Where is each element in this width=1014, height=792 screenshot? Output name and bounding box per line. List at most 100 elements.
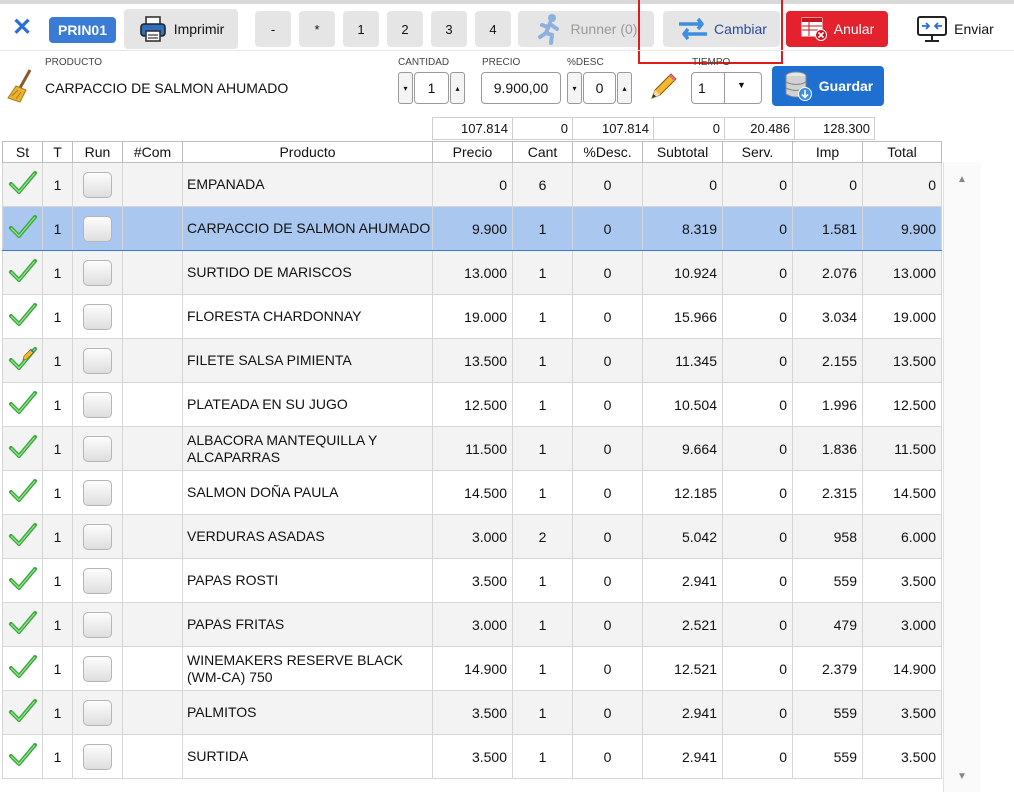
top-divider [0, 0, 1014, 4]
row-status [2, 338, 43, 383]
col-cant[interactable]: Cant [512, 141, 573, 163]
row-run [72, 382, 123, 427]
num-2-button[interactable]: 2 [387, 11, 423, 47]
table-row[interactable]: 1 FLORESTA CHARDONNAY 19.000 1 0 15.966 0 3.034… [2, 294, 942, 339]
row-status [2, 734, 43, 779]
num-4-button[interactable]: 4 [475, 11, 511, 47]
col-subtotal[interactable]: Subtotal [642, 141, 723, 163]
anular-button[interactable]: Anular [786, 11, 888, 47]
row-desc: 0 [572, 162, 643, 207]
col-com[interactable]: #Com [122, 141, 183, 163]
table-row[interactable]: 1 WINEMAKERS RESERVE BLACK (WM-CA) 750 14.… [2, 646, 942, 691]
run-checkbox[interactable] [83, 655, 112, 682]
row-total: 13.500 [862, 338, 942, 383]
col-precio[interactable]: Precio [432, 141, 513, 163]
cantidad-decrement-button[interactable]: ▾ [398, 72, 413, 104]
table-row[interactable]: 1 FILETE SALSA PIMIENTA 13.500 1 0 11.345 0 2.1… [2, 338, 942, 383]
table-row[interactable]: 1 VERDURAS ASADAS 3.000 2 0 5.042 0 958 6.000 [2, 514, 942, 559]
table-row[interactable]: 1 PAPAS FRITAS 3.000 1 0 2.521 0 479 3.000 [2, 602, 942, 647]
num-3-button[interactable]: 3 [431, 11, 467, 47]
col-t[interactable]: T [42, 141, 73, 163]
run-checkbox[interactable] [83, 391, 112, 418]
row-serv: 0 [722, 602, 793, 647]
run-checkbox[interactable] [83, 611, 112, 638]
row-serv: 0 [722, 514, 793, 559]
desc-decrement-button[interactable]: ▾ [567, 72, 582, 104]
table-row[interactable]: 1 PALMITOS 3.500 1 0 2.941 0 559 3.500 [2, 690, 942, 735]
precio-input[interactable]: 9.900,00 [481, 72, 561, 104]
scroll-up-icon[interactable]: ▲ [957, 174, 967, 185]
cambiar-button[interactable]: Cambiar [663, 11, 780, 47]
scroll-down-icon[interactable]: ▼ [957, 771, 967, 782]
table-row[interactable]: 1 ALBACORA MANTEQUILLA Y ALCAPARRAS 11.500… [2, 426, 942, 471]
run-checkbox[interactable] [83, 435, 112, 462]
run-checkbox[interactable] [83, 303, 112, 330]
pencil-icon[interactable] [646, 70, 680, 104]
chevron-down-icon: ▼ [737, 80, 746, 90]
row-cant: 6 [512, 162, 573, 207]
row-run [72, 250, 123, 295]
check-icon [8, 743, 38, 771]
table-row[interactable]: 1 EMPANADA 0 6 0 0 0 0 0 [2, 162, 942, 207]
run-checkbox[interactable] [83, 215, 112, 242]
run-checkbox[interactable] [83, 259, 112, 286]
run-checkbox[interactable] [83, 347, 112, 374]
col-imp[interactable]: Imp [792, 141, 863, 163]
table-row[interactable]: 1 CARPACCIO DE SALMON AHUMADO 9.900 1 0 8.319… [2, 206, 942, 251]
desc-input[interactable]: 0 [583, 72, 616, 104]
table-row[interactable]: 1 SURTIDA 3.500 1 0 2.941 0 559 3.500 [2, 734, 942, 779]
row-com [122, 206, 183, 251]
col-producto[interactable]: Producto [182, 141, 433, 163]
row-serv: 0 [722, 162, 793, 207]
col-run[interactable]: Run [72, 141, 123, 163]
cantidad-increment-button[interactable]: ▴ [450, 72, 465, 104]
anular-label: Anular [833, 21, 875, 37]
broom-icon[interactable] [6, 68, 36, 104]
row-cant: 1 [512, 426, 573, 471]
table-badge[interactable]: PRIN01 [49, 17, 116, 43]
run-checkbox[interactable] [83, 171, 112, 198]
check-icon [8, 523, 38, 551]
row-imp: 2.076 [792, 250, 863, 295]
num-1-button[interactable]: 1 [343, 11, 379, 47]
table-row[interactable]: 1 PAPAS ROSTI 3.500 1 0 2.941 0 559 3.500 [2, 558, 942, 603]
run-checkbox[interactable] [83, 699, 112, 726]
scrollbar[interactable] [943, 162, 981, 792]
row-desc: 0 [572, 558, 643, 603]
run-checkbox[interactable] [83, 523, 112, 550]
col-desc[interactable]: %Desc. [572, 141, 643, 163]
print-button[interactable]: Imprimir [124, 9, 238, 49]
cantidad-input[interactable]: 1 [414, 72, 449, 104]
table-row[interactable]: 1 SURTIDO DE MARISCOS 13.000 1 0 10.924 0 2.076… [2, 250, 942, 295]
enviar-button[interactable]: Enviar [912, 11, 998, 47]
col-st[interactable]: St [2, 141, 43, 163]
row-status [2, 470, 43, 515]
total-imp: 20.486 [724, 117, 795, 140]
row-desc: 0 [572, 602, 643, 647]
close-icon[interactable]: ✕ [12, 14, 33, 41]
row-subtotal: 8.319 [642, 206, 723, 251]
desc-increment-button[interactable]: ▴ [617, 72, 632, 104]
check-icon [8, 303, 38, 331]
minus-button[interactable]: - [255, 11, 291, 47]
cantidad-label: CANTIDAD [398, 57, 450, 68]
table-row[interactable]: 1 PLATEADA EN SU JUGO 12.500 1 0 10.504 0 1.996… [2, 382, 942, 427]
row-run [72, 690, 123, 735]
row-run [72, 646, 123, 691]
runner-button[interactable]: Runner (0) [518, 11, 654, 47]
col-total[interactable]: Total [862, 141, 942, 163]
row-desc: 0 [572, 426, 643, 471]
table-row[interactable]: 1 SALMON DOÑA PAULA 14.500 1 0 12.185 0 2.315 14… [2, 470, 942, 515]
run-checkbox[interactable] [83, 479, 112, 506]
run-checkbox[interactable] [83, 567, 112, 594]
asterisk-button[interactable]: * [299, 11, 335, 47]
guardar-button[interactable]: Guardar [772, 66, 884, 106]
enviar-label: Enviar [954, 21, 994, 37]
run-checkbox[interactable] [83, 743, 112, 770]
swap-arrows-icon [679, 17, 708, 41]
row-total: 12.500 [862, 382, 942, 427]
row-subtotal: 10.924 [642, 250, 723, 295]
tiempo-select[interactable]: 1 ▼ [691, 72, 762, 104]
check-icon [8, 435, 38, 463]
col-serv[interactable]: Serv. [722, 141, 793, 163]
